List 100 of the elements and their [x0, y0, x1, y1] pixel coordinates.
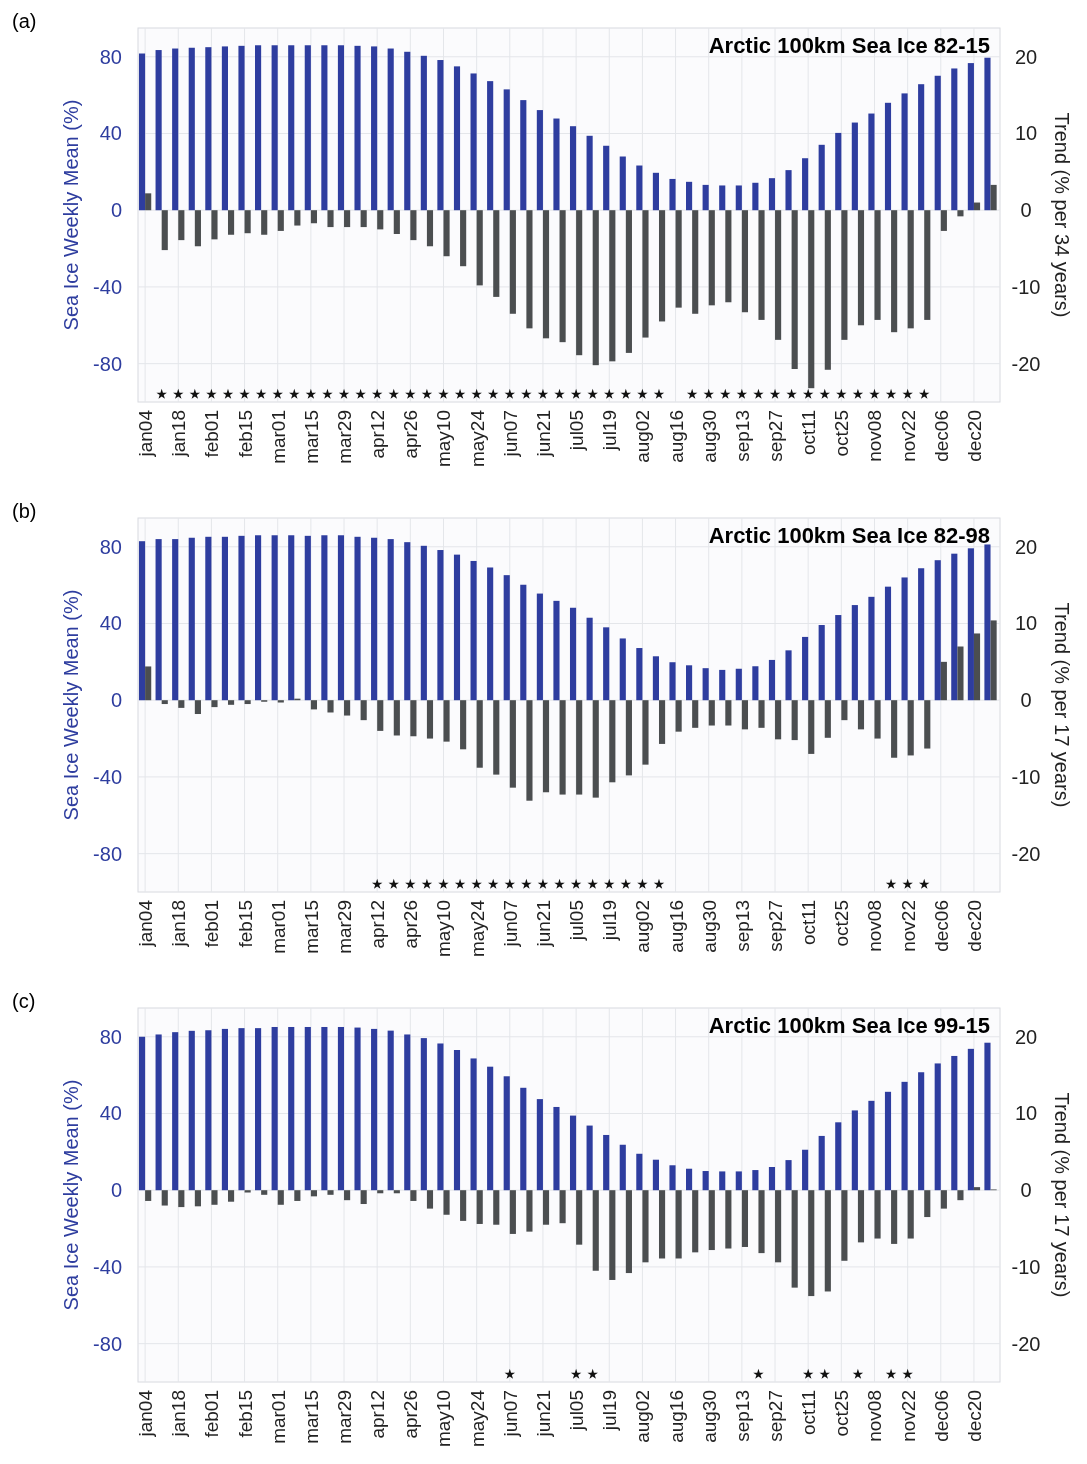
x-tick-label: may10 [433, 1390, 455, 1448]
bar [211, 210, 218, 240]
x-tick-label: feb15 [234, 1390, 256, 1438]
bar [371, 46, 378, 211]
x-tick-label: jun21 [532, 410, 554, 458]
bar [951, 1055, 958, 1191]
bar [725, 210, 732, 303]
bar [802, 1149, 809, 1191]
bar [692, 700, 699, 728]
bar [741, 210, 749, 313]
x-tick-label: apr26 [400, 1390, 422, 1439]
y2-tick-label: 0 [1020, 689, 1032, 712]
bar [818, 625, 825, 701]
bar [205, 1030, 212, 1191]
y2-tick-label: 10 [1014, 1102, 1038, 1125]
x-tick-label: dec06 [930, 410, 952, 462]
bar [294, 210, 301, 226]
bar [542, 700, 550, 793]
x-tick-label: dec20 [963, 1390, 985, 1442]
bar [420, 1038, 427, 1191]
x-tick-label: dec20 [963, 410, 985, 462]
text: (c) [12, 990, 36, 1012]
bar [775, 700, 782, 740]
bar [951, 553, 958, 701]
y2-tick-label: 10 [1014, 612, 1038, 635]
bar [188, 537, 195, 701]
bar [901, 93, 908, 211]
bar [221, 1028, 228, 1191]
y2-axis-title: Trend (% per 17 years) [1051, 602, 1073, 808]
x-tick-label: jun21 [532, 900, 554, 948]
chart-title: Arctic 100km Sea Ice 82-15 [708, 33, 990, 58]
bar [791, 700, 798, 741]
bar [304, 1026, 311, 1191]
bar [758, 700, 765, 728]
bar [586, 135, 593, 211]
bar [891, 210, 898, 333]
x-tick-label: jan18 [168, 900, 190, 948]
y-tick-label: -40 [93, 1255, 122, 1278]
bar [487, 567, 494, 701]
x-tick-label: nov22 [897, 900, 919, 952]
bar [907, 700, 914, 756]
bar [288, 535, 295, 701]
x-tick-label: nov08 [864, 1390, 886, 1442]
bar [603, 1134, 610, 1191]
x-tick-label: oct25 [831, 1390, 853, 1437]
bar [824, 210, 831, 370]
bar [857, 210, 865, 326]
x-tick-label: jan04 [135, 1389, 157, 1438]
x-tick-label: jun07 [499, 900, 521, 948]
y-tick-label: 80 [99, 1025, 122, 1048]
x-tick-label: aug16 [665, 900, 687, 953]
bar [404, 51, 411, 211]
bar [536, 110, 543, 211]
x-tick-label: nov22 [897, 410, 919, 462]
bar [702, 1171, 709, 1191]
x-tick-label: aug16 [665, 1390, 687, 1443]
bar [138, 53, 146, 211]
bar [470, 73, 477, 211]
x-tick-label: aug02 [632, 900, 654, 953]
bar [493, 210, 500, 297]
bar [669, 178, 676, 211]
bar [702, 668, 709, 701]
bar [404, 1034, 411, 1191]
bar [321, 535, 328, 701]
bar [874, 210, 881, 320]
bar [344, 700, 351, 716]
bar [443, 700, 450, 742]
bar [145, 666, 152, 701]
bar [271, 535, 278, 701]
bar [453, 554, 461, 701]
bar [327, 210, 334, 228]
bar [393, 700, 400, 736]
bar [785, 1160, 792, 1191]
bar [437, 550, 444, 701]
bar [255, 45, 262, 211]
bar [851, 1110, 858, 1191]
bar [609, 700, 616, 783]
y-axis-title: Sea Ice Weekly Mean (%) [60, 99, 82, 331]
bar [603, 627, 610, 701]
bar [503, 1076, 510, 1191]
bar [642, 700, 649, 765]
text: (b) [12, 500, 37, 522]
bar [387, 539, 394, 701]
bar [719, 185, 726, 211]
bar [967, 548, 974, 701]
y2-tick-label: 10 [1014, 122, 1038, 145]
bar [337, 45, 345, 211]
bar [520, 1087, 527, 1191]
bar [310, 700, 318, 710]
bar [138, 541, 146, 701]
bar [967, 1048, 974, 1191]
bar [172, 539, 179, 701]
bar [569, 126, 577, 211]
y-axis-title: Sea Ice Weekly Mean (%) [60, 1079, 82, 1311]
bar [967, 63, 974, 211]
bar [708, 700, 715, 726]
bar [155, 50, 162, 211]
bar [238, 1028, 245, 1191]
bar [437, 60, 444, 211]
x-tick-label: may10 [433, 410, 455, 468]
